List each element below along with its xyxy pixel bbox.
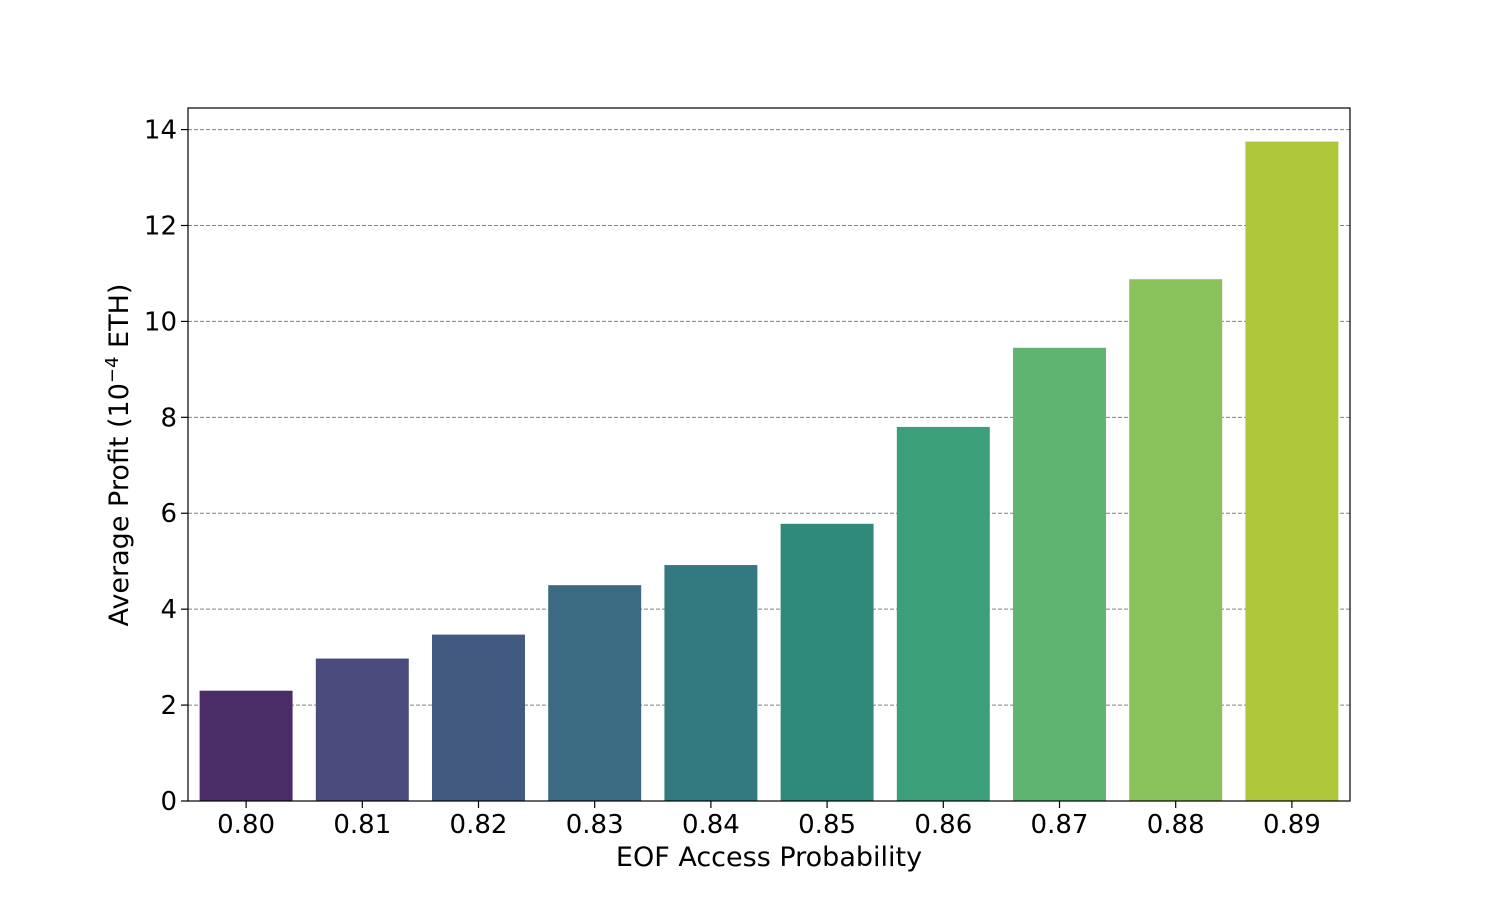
x-axis-title: EOF Access Probability: [616, 842, 922, 873]
x-tick-label: 0.82: [450, 810, 508, 840]
x-tick-label: 0.87: [1031, 810, 1089, 840]
x-tick-label: 0.80: [217, 810, 275, 840]
bar-0.81: [315, 658, 409, 801]
bar-0.85: [780, 523, 874, 801]
bar-0.84: [664, 565, 758, 801]
plot-frame: [187, 107, 1351, 802]
y-tick-label: 8: [160, 403, 177, 433]
x-tick-label: 0.84: [682, 810, 740, 840]
x-tick-label: 0.85: [798, 810, 856, 840]
bar-0.83: [548, 585, 642, 801]
y-tick-label: 2: [160, 691, 177, 721]
y-axis-title-main: Average Profit (10: [104, 383, 135, 626]
bar-0.80: [199, 690, 293, 801]
y-tick-label: 10: [144, 307, 177, 337]
x-tick-label: 0.83: [566, 810, 624, 840]
y-tick-label: 14: [144, 116, 177, 146]
y-tick-label: 0: [160, 787, 177, 817]
x-axis: 0.80 0.81 0.82 0.83 0.84 0.85 0.86 0.87 0.88 0.89: [217, 801, 1321, 840]
bars-layer: [199, 141, 1339, 802]
x-tick-label: 0.88: [1147, 810, 1205, 840]
bar-0.82: [432, 634, 525, 801]
x-tick-label: 0.89: [1263, 810, 1321, 840]
y-axis: 0 2 4 6 8 10 12 14: [144, 116, 188, 817]
bar-0.86: [896, 426, 990, 801]
y-axis-title: Average Profit (10−4 ETH): [102, 284, 135, 627]
y-tick-label: 6: [160, 499, 177, 529]
y-tick-label: 12: [144, 211, 177, 241]
x-tick-label: 0.86: [914, 810, 972, 840]
y-axis-title-unit: ETH): [104, 284, 135, 357]
y-axis-title-exponent: −4: [102, 357, 123, 384]
bar-0.88: [1129, 279, 1223, 801]
bar-0.89: [1245, 141, 1339, 802]
y-tick-label: 4: [160, 595, 177, 625]
x-tick-label: 0.81: [333, 810, 391, 840]
bar-0.87: [1013, 347, 1106, 801]
